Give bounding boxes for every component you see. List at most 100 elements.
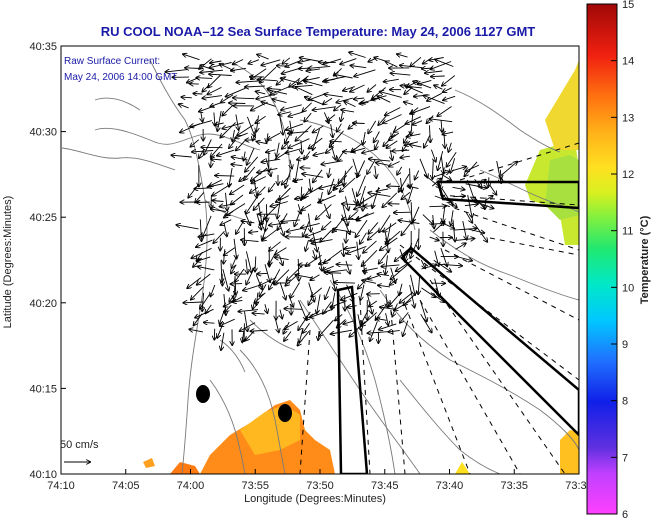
current-vector [410,274,416,295]
sst-patch [143,458,155,468]
current-vector [281,220,300,222]
current-vector [434,278,440,297]
current-vector [231,264,237,274]
current-vector [420,259,425,268]
current-vector [229,139,236,148]
current-vector [298,204,301,213]
current-vector [432,179,441,187]
current-vector [296,125,312,141]
current-vector [313,106,336,110]
current-vector [387,242,388,252]
current-vector [455,239,475,241]
current-vector [362,249,378,266]
current-vector [424,96,445,105]
current-vector [452,187,465,189]
current-vector [347,245,367,253]
current-vector [434,195,451,202]
sst-patches [143,60,579,474]
current-vector [380,92,402,98]
current-vector [441,120,442,132]
current-vector [273,99,287,104]
current-vector [250,187,259,193]
current-vector [275,257,289,259]
current-vector [217,149,235,156]
current-vector [368,229,380,240]
current-vector [352,147,366,152]
current-vector [309,178,311,192]
current-vector [277,66,290,67]
current-vector [231,164,243,165]
current-vector [422,214,433,225]
current-vector [253,313,265,314]
current-vector [318,330,319,340]
current-vector [262,160,277,162]
current-vector [356,212,375,220]
current-vector [321,160,343,165]
current-vector [323,58,342,64]
contour-line [149,59,208,474]
current-vector [333,229,355,233]
current-vector [234,285,235,299]
current-vector [235,132,248,138]
current-vector [357,314,361,330]
contour-line [219,339,246,373]
current-vector [271,201,288,207]
current-vector [276,195,289,202]
current-vector [385,107,401,116]
current-vector [325,76,346,81]
x-axis-label: Longitude (Degrees:Minutes) [244,493,386,505]
current-vector [257,273,268,274]
current-vector [306,254,322,266]
current-vector [220,318,235,326]
colorbar-tick-label: 12 [622,169,634,181]
current-vector [277,219,283,236]
current-vector [453,229,477,231]
current-vector [302,204,312,210]
current-vector [443,87,452,92]
current-vector [464,204,478,206]
colorbar-tick-label: 15 [622,0,634,11]
current-vector [485,197,486,209]
current-vector [442,75,456,86]
current-vector [337,264,353,265]
current-vector [209,74,232,75]
current-vector [316,204,332,219]
current-vector [375,165,377,178]
current-vector [199,233,215,237]
current-vector [367,159,376,174]
current-vector [258,186,266,195]
current-vector [430,61,452,70]
current-vector [433,215,435,228]
current-vector [390,149,392,160]
current-vector [279,187,291,199]
current-vector [319,259,331,264]
current-vector [221,260,222,282]
current-vector [344,102,356,108]
current-vector [356,219,368,237]
contour-line [209,379,246,474]
current-vector [177,225,199,230]
current-vector [251,330,268,331]
current-vector [306,230,322,237]
scale-label: 50 cm/s [60,439,99,451]
current-vector [309,137,323,148]
current-vector [312,239,333,244]
current-vector [382,192,398,207]
current-vector [394,122,409,133]
current-vector [383,137,392,146]
current-vector [245,86,265,87]
current-vector [269,268,281,289]
current-vector [302,174,324,178]
current-vector [288,294,294,307]
current-vector [309,296,313,305]
current-vector [202,84,210,92]
current-vector [443,205,445,222]
colorbar-tick-label: 9 [622,339,628,351]
current-vector [213,230,225,243]
current-vector [340,177,356,192]
current-vector [473,200,493,208]
current-vector [202,95,222,99]
current-vector [308,213,311,232]
colorbar-tick-label: 10 [622,282,634,294]
